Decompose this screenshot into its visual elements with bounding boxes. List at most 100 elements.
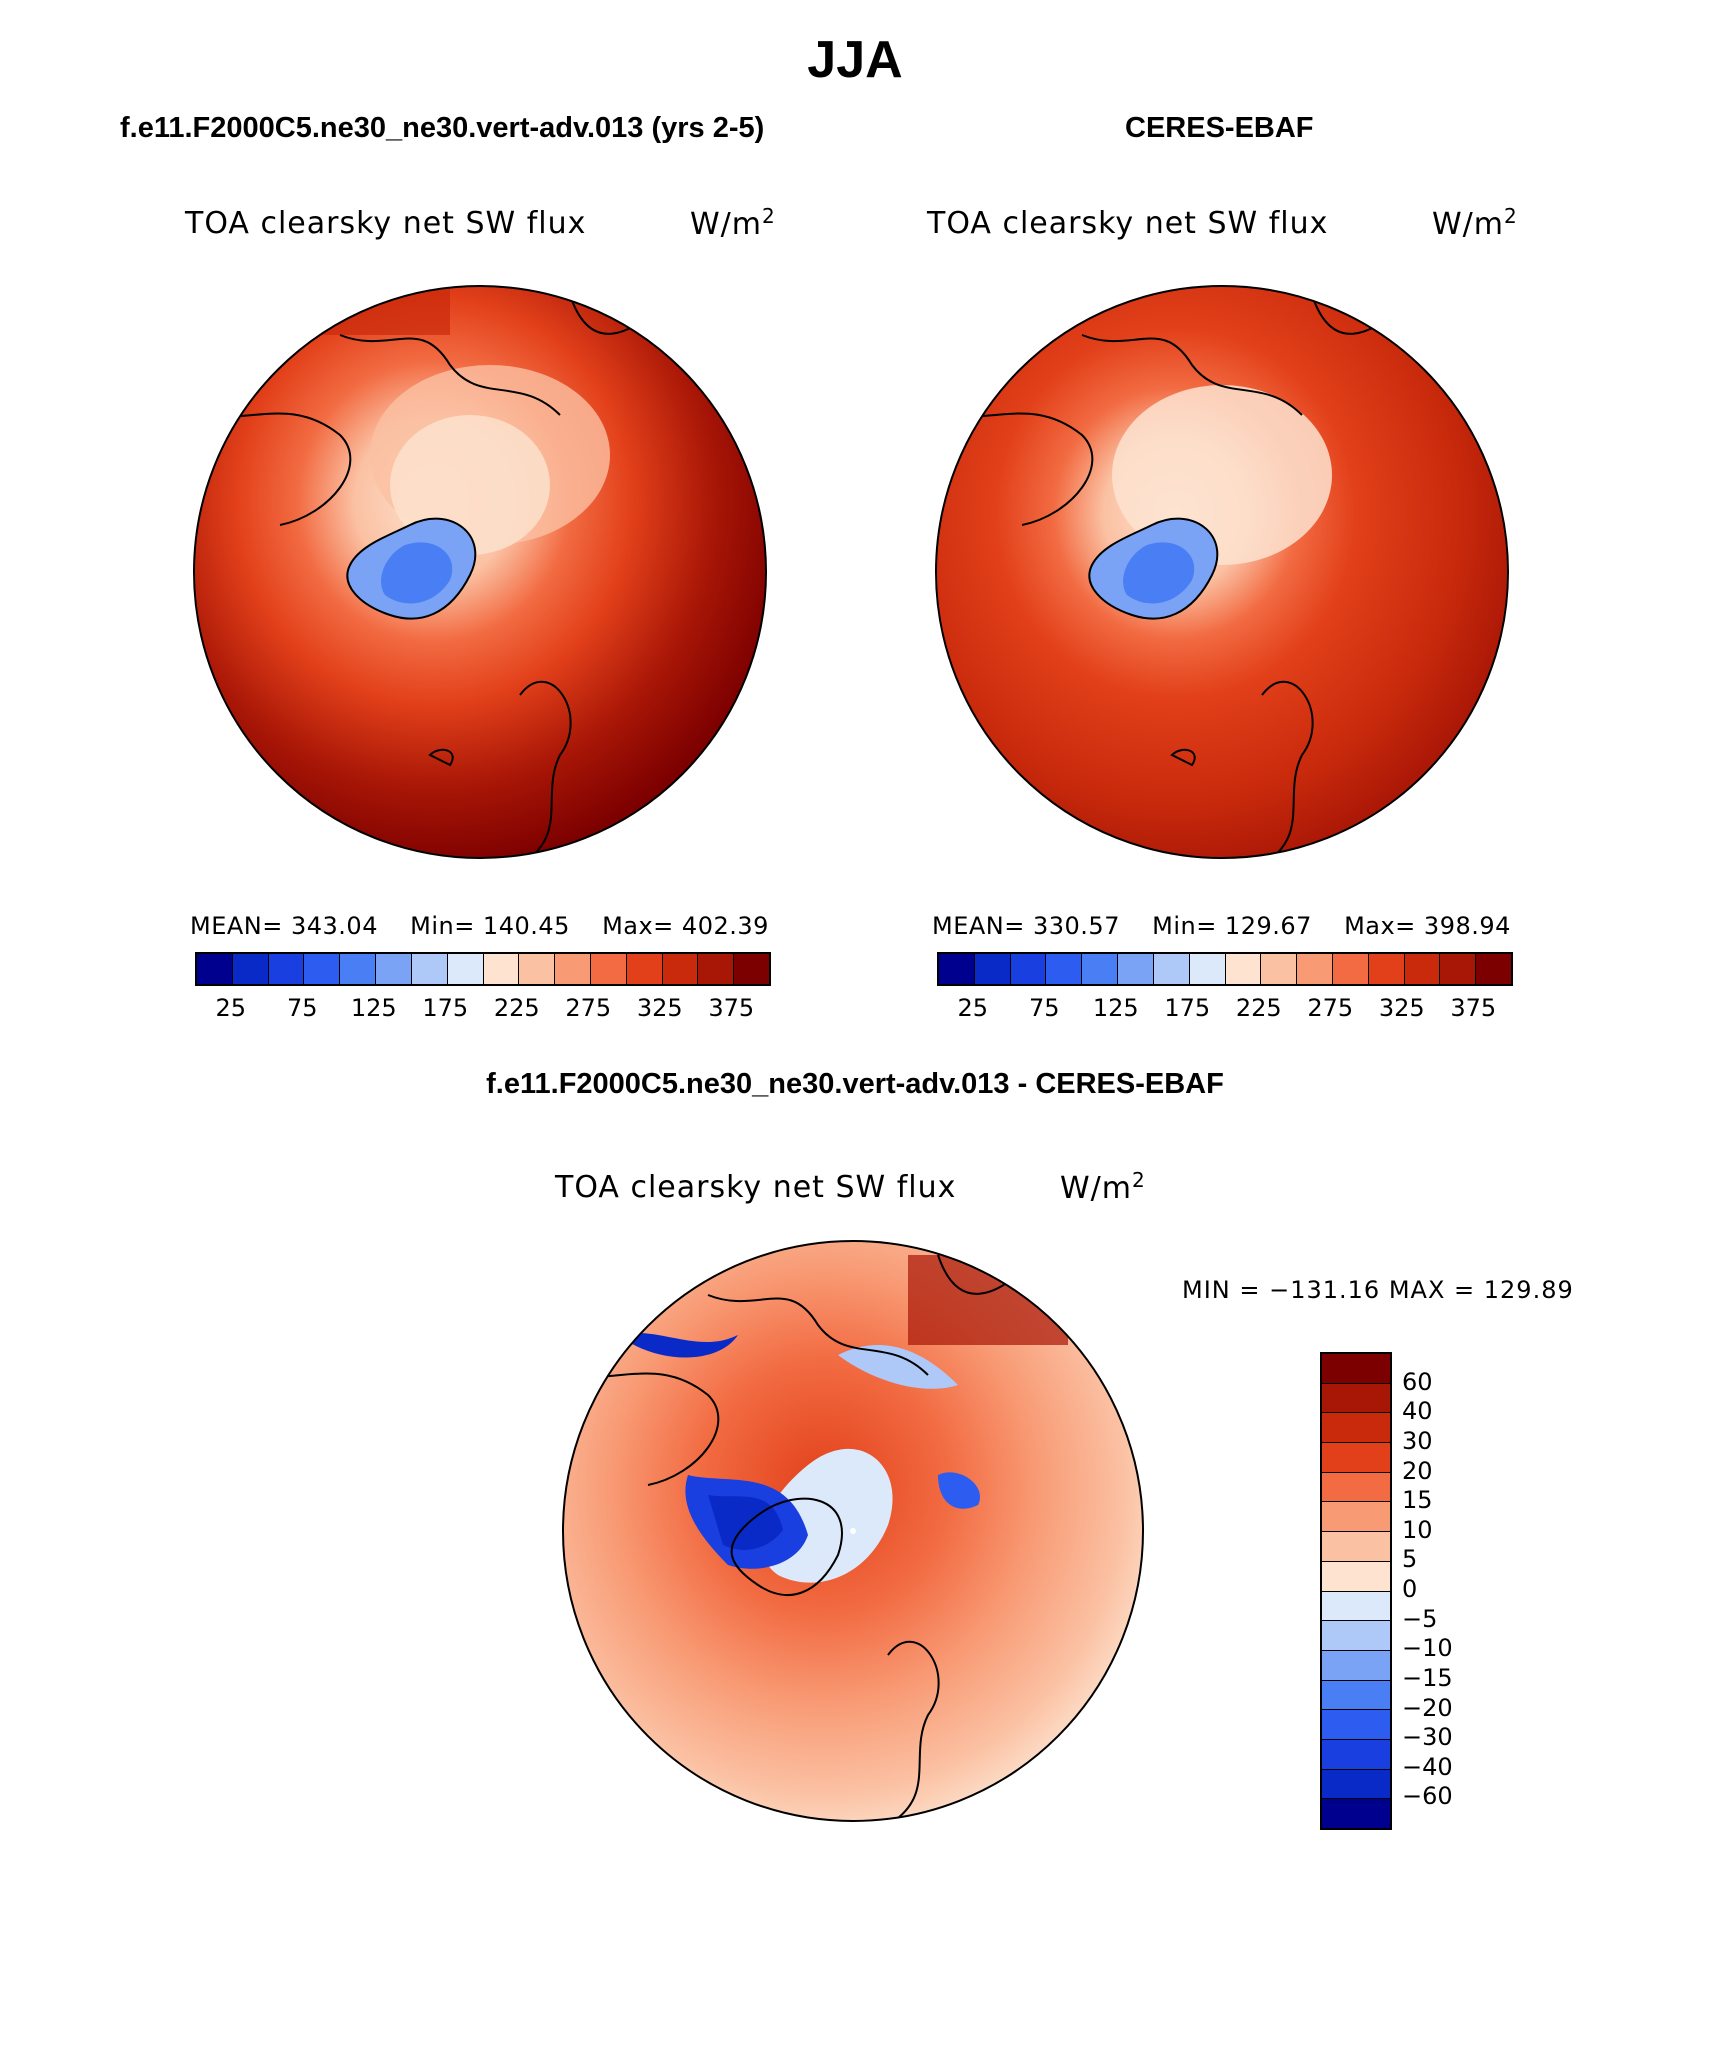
colorbar-tick-label: 275 — [1307, 994, 1354, 1022]
colorbar-swatch — [1322, 1620, 1390, 1650]
colorbar-tick-label: 60 — [1402, 1367, 1433, 1396]
colorbar-swatch — [1404, 954, 1441, 984]
colorbar-swatch — [1368, 954, 1405, 984]
model-stats: MEAN= 343.04 Min= 140.45 Max= 402.39 — [190, 912, 793, 940]
model-units-label: W/m2 — [690, 204, 776, 242]
colorbar-swatch — [1322, 1560, 1390, 1591]
obs-case-title: CERES-EBAF — [1125, 112, 1314, 144]
colorbar-swatch — [376, 954, 412, 984]
colorbar-swatch — [1332, 954, 1369, 984]
colorbar-swatch — [1322, 1709, 1390, 1739]
colorbar-swatch — [1476, 954, 1511, 984]
colorbar-tick-label: 10 — [1402, 1515, 1433, 1544]
colorbar-swatch — [1010, 954, 1047, 984]
model-min: Min= 140.45 — [410, 912, 570, 940]
colorbar-swatch — [939, 954, 975, 984]
colorbar-swatch — [1440, 954, 1477, 984]
colorbar-swatch — [1322, 1442, 1390, 1472]
obs-min: Min= 129.67 — [1152, 912, 1312, 940]
colorbar-tick-label: −40 — [1402, 1752, 1453, 1781]
colorbar-swatch — [1322, 1471, 1390, 1502]
obs-units-label: W/m2 — [1432, 204, 1518, 242]
colorbar-tick-label: 225 — [493, 994, 540, 1022]
colorbar-swatch — [268, 954, 305, 984]
colorbar-swatch — [232, 954, 269, 984]
colorbar-tick-label: 0 — [1402, 1575, 1418, 1603]
diff-minmax: MIN = −131.16 MAX = 129.89 — [1182, 1276, 1574, 1304]
obs-colorbar-ticks: 25 75 125 175 225 275 325 375 — [937, 994, 1509, 1024]
colorbar-swatch — [519, 954, 556, 984]
model-colorbar — [195, 952, 771, 986]
colorbar-swatch — [555, 954, 591, 984]
colorbar-swatch — [340, 954, 377, 984]
colorbar-tick-label: −60 — [1402, 1782, 1453, 1811]
colorbar-tick-label: 225 — [1235, 994, 1282, 1022]
colorbar-swatch — [1322, 1501, 1390, 1532]
colorbar-swatch — [304, 954, 341, 984]
colorbar-tick-label: −5 — [1402, 1604, 1438, 1633]
colorbar-tick-label: 275 — [565, 994, 612, 1022]
colorbar-swatch — [1322, 1412, 1390, 1443]
colorbar-tick-label: 15 — [1402, 1486, 1433, 1515]
diff-polar-map — [562, 1240, 1144, 1822]
colorbar-tick-label: 175 — [422, 994, 469, 1022]
colorbar-swatch — [734, 954, 769, 984]
model-polar-map — [193, 285, 767, 859]
model-variable-label: TOA clearsky net SW flux — [185, 206, 587, 241]
colorbar-swatch — [1322, 1649, 1390, 1680]
colorbar-swatch — [1297, 954, 1333, 984]
obs-mean: MEAN= 330.57 — [932, 912, 1120, 940]
colorbar-tick-label: −30 — [1402, 1723, 1453, 1752]
colorbar-swatch — [1082, 954, 1119, 984]
colorbar-swatch — [483, 954, 520, 984]
colorbar-swatch — [1118, 954, 1154, 984]
obs-polar-map — [935, 285, 1509, 859]
colorbar-tick-label: 20 — [1402, 1456, 1433, 1485]
colorbar-tick-label: −10 — [1402, 1634, 1453, 1663]
diff-variable-label: TOA clearsky net SW flux — [555, 1170, 957, 1205]
obs-colorbar — [937, 952, 1513, 986]
colorbar-swatch — [1322, 1531, 1390, 1561]
colorbar-swatch — [1322, 1590, 1390, 1621]
colorbar-tick-label: 40 — [1402, 1397, 1433, 1426]
colorbar-tick-label: 375 — [1450, 994, 1497, 1022]
colorbar-swatch — [197, 954, 233, 984]
colorbar-swatch — [590, 954, 627, 984]
obs-stats: MEAN= 330.57 Min= 129.67 Max= 398.94 — [932, 912, 1535, 940]
obs-max: Max= 398.94 — [1344, 912, 1511, 940]
colorbar-tick-label: 75 — [286, 994, 318, 1022]
colorbar-swatch — [1322, 1738, 1390, 1769]
colorbar-swatch — [1322, 1354, 1390, 1383]
figure-title: JJA — [807, 31, 903, 89]
colorbar-swatch — [1322, 1798, 1390, 1828]
colorbar-tick-label: 175 — [1164, 994, 1211, 1022]
model-mean: MEAN= 343.04 — [190, 912, 378, 940]
colorbar-swatch — [1322, 1768, 1390, 1799]
colorbar-tick-label: 375 — [708, 994, 755, 1022]
colorbar-tick-label: 30 — [1402, 1426, 1433, 1455]
model-colorbar-ticks: 25 75 125 175 225 275 325 375 — [195, 994, 767, 1024]
colorbar-swatch — [1261, 954, 1298, 984]
colorbar-tick-label: 125 — [1092, 994, 1139, 1022]
diff-colorbar-ticks: 60 40 30 20 15 10 5 0 −5 −10 −15 −20 −30 −40 −60 — [1402, 1352, 1482, 1826]
colorbar-tick-label: 25 — [215, 994, 247, 1022]
colorbar-tick-label: −20 — [1402, 1693, 1453, 1722]
colorbar-tick-label: 325 — [1378, 994, 1425, 1022]
colorbar-swatch — [1189, 954, 1226, 984]
colorbar-swatch — [447, 954, 484, 984]
colorbar-swatch — [626, 954, 663, 984]
model-case-title: f.e11.F2000C5.ne30_ne30.vert-adv.013 (yr… — [120, 112, 765, 144]
diff-case-title: f.e11.F2000C5.ne30_ne30.vert-adv.013 - C… — [486, 1068, 1224, 1100]
colorbar-swatch — [1225, 954, 1262, 984]
colorbar-tick-label: −15 — [1402, 1663, 1453, 1692]
colorbar-swatch — [698, 954, 735, 984]
diff-colorbar — [1320, 1352, 1392, 1830]
colorbar-swatch — [1322, 1679, 1390, 1710]
colorbar-tick-label: 75 — [1028, 994, 1060, 1022]
obs-variable-label: TOA clearsky net SW flux — [927, 206, 1329, 241]
diff-units-label: W/m2 — [1060, 1168, 1146, 1206]
colorbar-swatch — [1322, 1382, 1390, 1413]
colorbar-swatch — [1153, 954, 1190, 984]
colorbar-swatch — [662, 954, 699, 984]
colorbar-swatch — [974, 954, 1011, 984]
